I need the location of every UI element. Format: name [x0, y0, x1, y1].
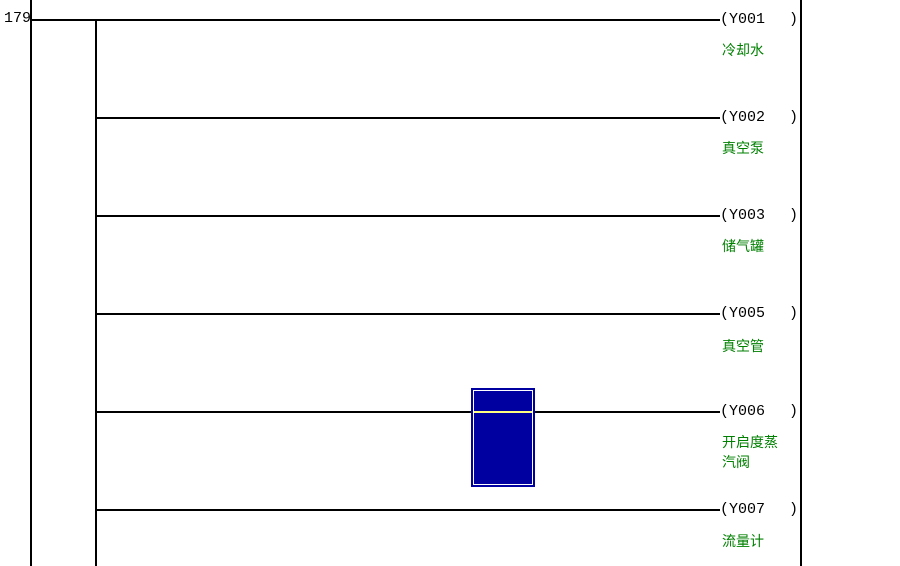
rung-wire	[95, 215, 722, 217]
coil-close-paren: )	[789, 109, 799, 126]
coil-close-paren: )	[789, 207, 799, 224]
output-coil[interactable]: (Y006	[720, 403, 766, 420]
step-number: 179	[4, 10, 32, 27]
right-power-rail	[800, 0, 802, 566]
output-coil[interactable]: (Y003	[720, 207, 766, 224]
output-coil[interactable]: (Y002	[720, 109, 766, 126]
edit-cursor-inner-border	[473, 390, 533, 485]
rung-wire	[95, 509, 722, 511]
device-comment: 真空管	[722, 339, 764, 355]
edit-cursor[interactable]	[471, 388, 535, 487]
coil-close-paren: )	[789, 403, 799, 420]
rung-wire	[95, 313, 722, 315]
device-comment: 开启度蒸汽阀	[722, 435, 778, 471]
branch-rail	[95, 19, 97, 566]
device-comment: 真空泵	[722, 141, 764, 157]
power-flow-highlight	[474, 411, 532, 413]
output-coil[interactable]: (Y001	[720, 11, 766, 28]
coil-close-paren: )	[789, 11, 799, 28]
coil-close-paren: )	[789, 305, 799, 322]
left-power-rail	[30, 0, 32, 566]
device-comment: 储气罐	[722, 239, 764, 255]
output-coil[interactable]: (Y005	[720, 305, 766, 322]
rung-wire	[95, 117, 722, 119]
rung-wire	[95, 411, 722, 413]
rung-wire	[30, 19, 722, 21]
device-comment: 流量计	[722, 534, 764, 550]
coil-close-paren: )	[789, 501, 799, 518]
output-coil[interactable]: (Y007	[720, 501, 766, 518]
device-comment: 冷却水	[722, 43, 764, 59]
